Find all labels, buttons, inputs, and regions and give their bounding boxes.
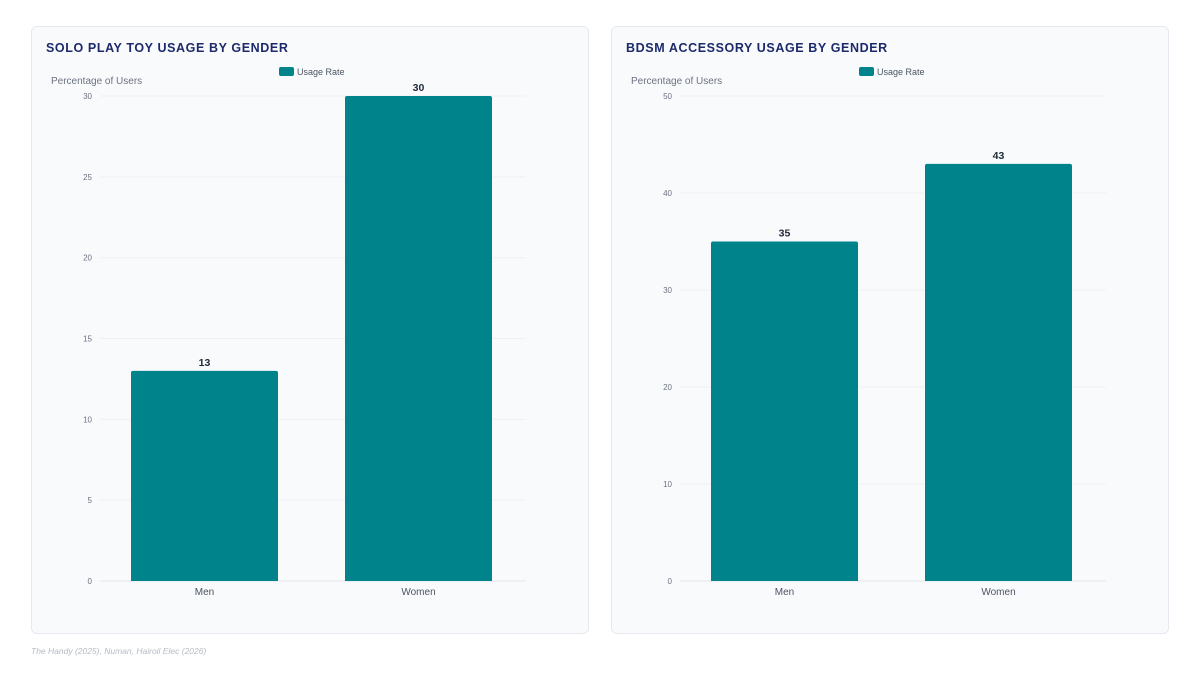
legend-swatch — [279, 67, 294, 76]
bar-chart-solo-play: 0 5 10 15 20 25 30 Percentage of Users Usage Rat… — [51, 67, 526, 598]
legend-label: Usage Rate — [297, 67, 345, 77]
bar — [345, 96, 492, 581]
bar — [925, 163, 1072, 581]
data-label: 35 — [779, 228, 791, 240]
y-tick-label: 30 — [83, 92, 92, 101]
legend-label: Usage Rate — [877, 67, 925, 77]
chart-panel-solo-play: SOLO PLAY TOY USAGE BY GENDER 0 5 10 15 20 25… — [31, 26, 589, 634]
y-tick-label: 15 — [83, 335, 92, 344]
chart-title: SOLO PLAY TOY USAGE BY GENDER — [46, 41, 289, 55]
y-tick-label: 40 — [663, 189, 672, 198]
x-tick-label: Women — [401, 587, 435, 598]
y-tick-label: 5 — [88, 496, 93, 505]
y-tick-label: 0 — [88, 577, 93, 586]
chart-title: BDSM ACCESSORY USAGE BY GENDER — [626, 41, 888, 55]
y-tick-label: 25 — [83, 173, 92, 182]
x-tick-label: Women — [981, 587, 1015, 598]
x-tick-label: Men — [195, 587, 214, 598]
data-label: 43 — [993, 150, 1005, 162]
y-tick-label: 20 — [663, 383, 672, 392]
source-note: The Handy (2025), Numan, Hairoil Elec (2… — [31, 646, 207, 656]
y-tick-label: 30 — [663, 286, 672, 295]
y-tick-label: 10 — [663, 480, 672, 489]
data-label: 30 — [413, 82, 425, 94]
y-tick-label: 20 — [83, 254, 92, 263]
bar-chart-bdsm-accessory: 0 10 20 30 40 50 Percentage of Users Usage Rate… — [631, 67, 1106, 598]
y-tick-label: 50 — [663, 92, 672, 101]
data-label: 13 — [199, 357, 211, 369]
y-axis-label: Percentage of Users — [631, 76, 722, 87]
legend-swatch — [859, 67, 874, 76]
x-tick-label: Men — [775, 587, 794, 598]
y-tick-label: 10 — [83, 415, 92, 424]
bar — [711, 241, 858, 581]
y-tick-label: 0 — [668, 577, 673, 586]
y-axis-label: Percentage of Users — [51, 76, 142, 87]
bar — [131, 370, 278, 581]
chart-panel-bdsm-accessory: BDSM ACCESSORY USAGE BY GENDER 0 10 20 30 40… — [611, 26, 1169, 634]
